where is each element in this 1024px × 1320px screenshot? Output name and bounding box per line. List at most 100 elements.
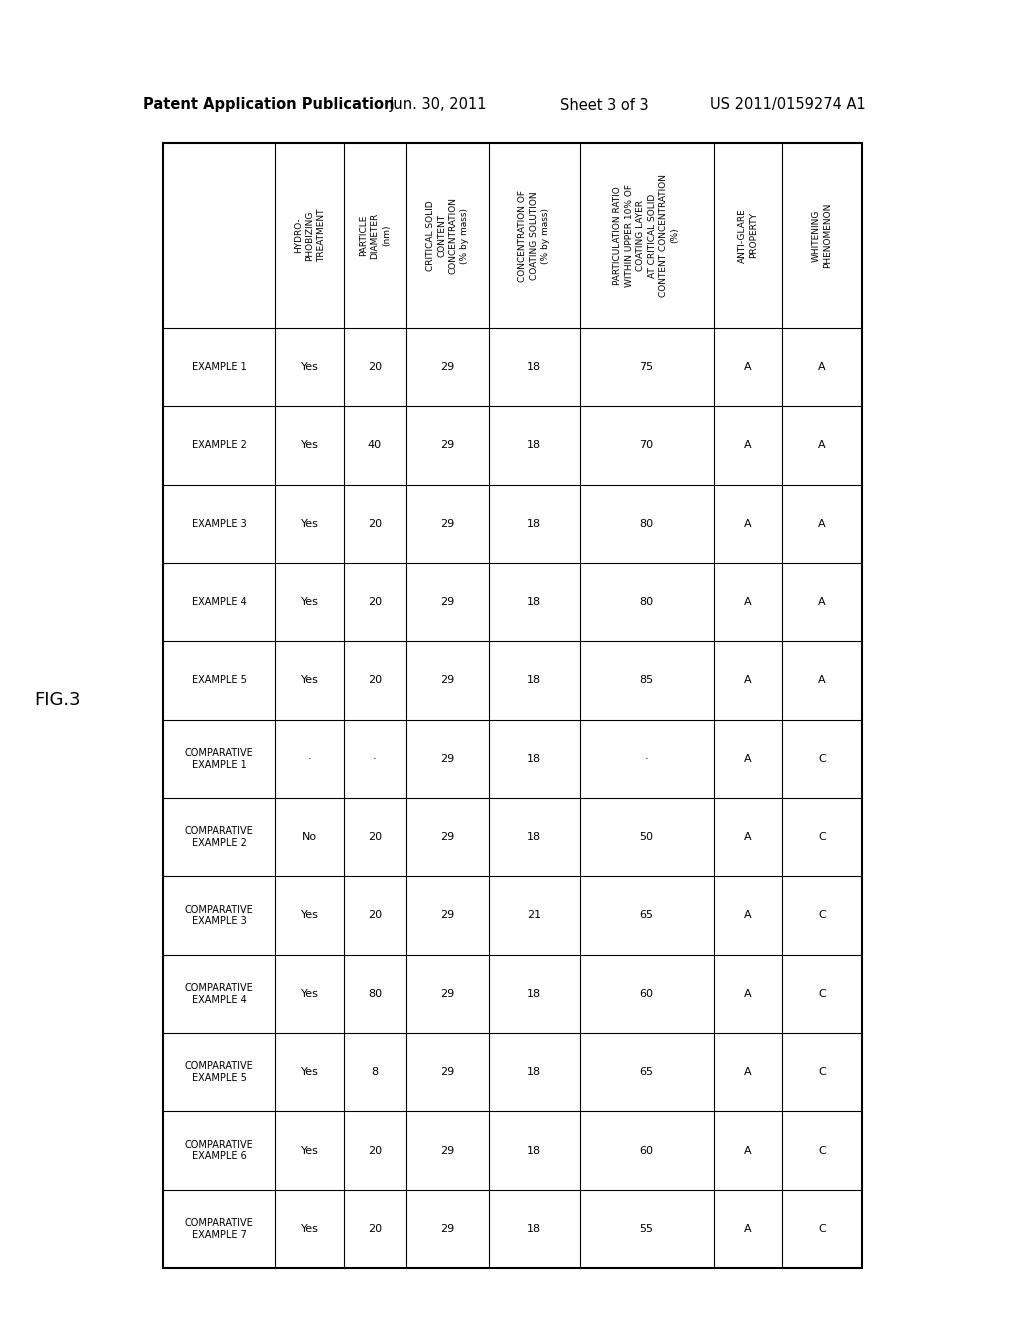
Text: A: A [744, 362, 752, 372]
Text: A: A [744, 441, 752, 450]
Text: 29: 29 [440, 754, 455, 764]
Text: 20: 20 [368, 911, 382, 920]
Text: Yes: Yes [301, 597, 318, 607]
Text: 20: 20 [368, 676, 382, 685]
Text: Yes: Yes [301, 989, 318, 999]
Text: COMPARATIVE
EXAMPLE 1: COMPARATIVE EXAMPLE 1 [184, 748, 254, 770]
Text: 80: 80 [639, 519, 653, 529]
Text: 40: 40 [368, 441, 382, 450]
Text: A: A [744, 1224, 752, 1234]
Text: 18: 18 [527, 362, 542, 372]
Text: C: C [818, 1224, 826, 1234]
Text: A: A [744, 911, 752, 920]
Text: A: A [744, 754, 752, 764]
Text: Yes: Yes [301, 1224, 318, 1234]
Text: ·: · [308, 754, 311, 764]
Text: COMPARATIVE
EXAMPLE 6: COMPARATIVE EXAMPLE 6 [184, 1139, 254, 1162]
Text: A: A [744, 989, 752, 999]
Text: Yes: Yes [301, 362, 318, 372]
Text: 29: 29 [440, 989, 455, 999]
Text: Sheet 3 of 3: Sheet 3 of 3 [560, 98, 648, 112]
Text: 20: 20 [368, 362, 382, 372]
Text: 60: 60 [640, 1146, 653, 1155]
Text: C: C [818, 754, 826, 764]
Text: A: A [818, 441, 826, 450]
Text: 80: 80 [639, 597, 653, 607]
Text: 50: 50 [640, 832, 653, 842]
Text: 20: 20 [368, 519, 382, 529]
Text: EXAMPLE 4: EXAMPLE 4 [191, 597, 247, 607]
Text: 29: 29 [440, 362, 455, 372]
Text: 80: 80 [368, 989, 382, 999]
Text: A: A [744, 519, 752, 529]
Text: A: A [744, 1146, 752, 1155]
Text: A: A [818, 362, 826, 372]
Text: WHITENING
PHENOMENON: WHITENING PHENOMENON [812, 203, 833, 268]
Text: EXAMPLE 3: EXAMPLE 3 [191, 519, 247, 529]
Text: A: A [818, 676, 826, 685]
Text: EXAMPLE 2: EXAMPLE 2 [191, 441, 247, 450]
Text: A: A [744, 676, 752, 685]
Text: 70: 70 [639, 441, 653, 450]
Text: FIG.3: FIG.3 [35, 690, 81, 709]
Text: 20: 20 [368, 597, 382, 607]
Text: PARTICULATION RATIO
WITHIN UPPER 10% OF
COATING LAYER
AT CRITICAL SOLID
CONTENT : PARTICULATION RATIO WITHIN UPPER 10% OF … [613, 174, 680, 297]
Text: 18: 18 [527, 597, 542, 607]
Text: C: C [818, 1067, 826, 1077]
Bar [163, 143, 862, 1269]
Text: 29: 29 [440, 519, 455, 529]
Text: 18: 18 [527, 754, 542, 764]
Text: A: A [818, 597, 826, 607]
Text: 29: 29 [440, 597, 455, 607]
Text: Jun. 30, 2011: Jun. 30, 2011 [390, 98, 487, 112]
Text: COMPARATIVE
EXAMPLE 3: COMPARATIVE EXAMPLE 3 [184, 904, 254, 927]
Text: COMPARATIVE
EXAMPLE 7: COMPARATIVE EXAMPLE 7 [184, 1218, 254, 1239]
Text: 18: 18 [527, 519, 542, 529]
Text: US 2011/0159274 A1: US 2011/0159274 A1 [710, 98, 865, 112]
Text: ANTI-GLARE
PROPERTY: ANTI-GLARE PROPERTY [737, 209, 758, 263]
Text: Yes: Yes [301, 1146, 318, 1155]
Text: Yes: Yes [301, 1067, 318, 1077]
Text: ·: · [373, 754, 377, 764]
Text: C: C [818, 989, 826, 999]
Text: Patent Application Publication: Patent Application Publication [143, 98, 394, 112]
Text: 65: 65 [640, 1067, 653, 1077]
Text: A: A [744, 832, 752, 842]
Text: C: C [818, 911, 826, 920]
Text: COMPARATIVE
EXAMPLE 4: COMPARATIVE EXAMPLE 4 [184, 983, 254, 1005]
Text: 29: 29 [440, 1224, 455, 1234]
Text: 55: 55 [640, 1224, 653, 1234]
Text: 60: 60 [640, 989, 653, 999]
Text: 8: 8 [372, 1067, 379, 1077]
Text: 18: 18 [527, 1067, 542, 1077]
Text: Yes: Yes [301, 519, 318, 529]
Text: A: A [744, 597, 752, 607]
Text: 21: 21 [527, 911, 542, 920]
Text: 18: 18 [527, 832, 542, 842]
Text: A: A [818, 519, 826, 529]
Text: 29: 29 [440, 676, 455, 685]
Text: C: C [818, 1146, 826, 1155]
Text: 29: 29 [440, 911, 455, 920]
Text: Yes: Yes [301, 911, 318, 920]
Text: 18: 18 [527, 989, 542, 999]
Text: 18: 18 [527, 441, 542, 450]
Text: 29: 29 [440, 832, 455, 842]
Text: ·: · [645, 754, 648, 764]
Text: 18: 18 [527, 676, 542, 685]
Text: 18: 18 [527, 1146, 542, 1155]
Text: 85: 85 [639, 676, 653, 685]
Text: No: No [302, 832, 317, 842]
Text: Yes: Yes [301, 676, 318, 685]
Text: COMPARATIVE
EXAMPLE 5: COMPARATIVE EXAMPLE 5 [184, 1061, 254, 1082]
Text: EXAMPLE 5: EXAMPLE 5 [191, 676, 247, 685]
Text: CONCENTRATION OF
COATING SOLUTION
(% by mass): CONCENTRATION OF COATING SOLUTION (% by … [518, 190, 550, 281]
Text: 29: 29 [440, 1067, 455, 1077]
Text: EXAMPLE 1: EXAMPLE 1 [191, 362, 247, 372]
Text: PARTICLE
DIAMETER
(nm): PARTICLE DIAMETER (nm) [359, 213, 391, 259]
Text: A: A [744, 1067, 752, 1077]
Text: COMPARATIVE
EXAMPLE 2: COMPARATIVE EXAMPLE 2 [184, 826, 254, 847]
Text: 18: 18 [527, 1224, 542, 1234]
Text: 29: 29 [440, 1146, 455, 1155]
Text: Yes: Yes [301, 441, 318, 450]
